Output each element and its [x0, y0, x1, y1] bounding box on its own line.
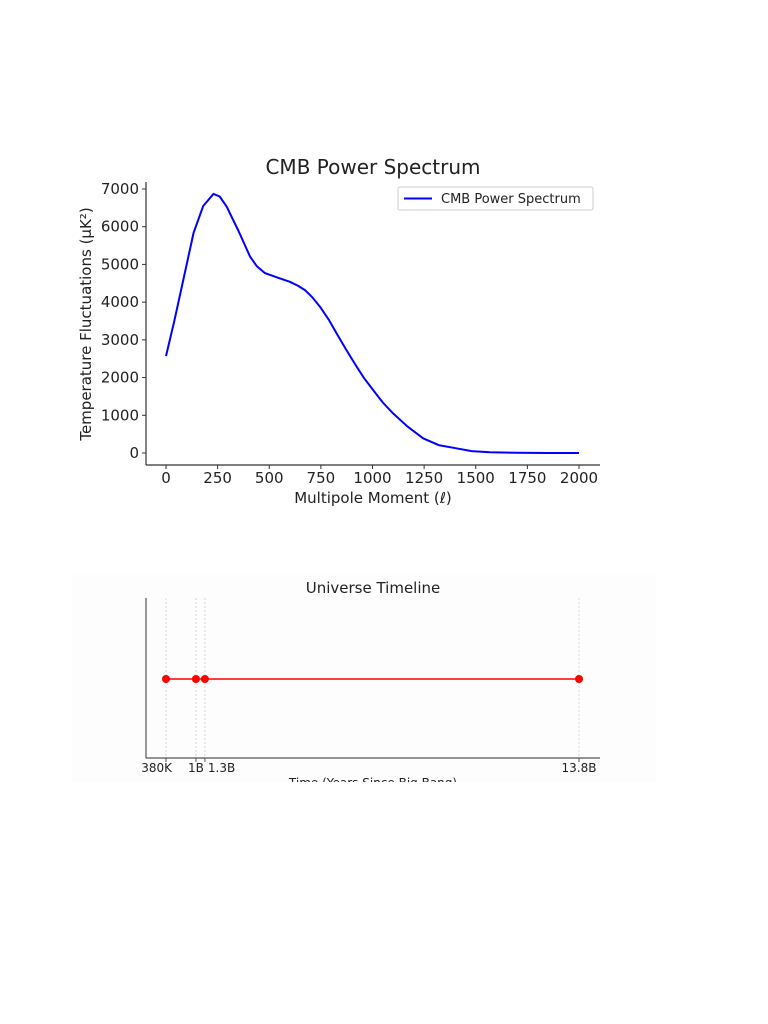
y-tick-label: 3000	[101, 331, 139, 349]
chart-title: Universe Timeline	[306, 579, 441, 597]
x-tick-label: 500	[255, 469, 284, 487]
series-line-cmb-power-spectrum	[165, 192, 579, 454]
x-tick-label: 380K	[141, 761, 173, 775]
x-axis-label: Time (Years Since Big Bang)	[288, 776, 457, 790]
legend: CMB Power Spectrum	[397, 186, 594, 211]
x-tick-label: 1.3B	[208, 761, 235, 775]
x-tick-label: 13.8B	[562, 761, 597, 775]
x-axis-label: Multipole Moment (ℓ)	[294, 489, 452, 507]
x-tick-label: 0	[161, 469, 171, 487]
data-point	[575, 675, 583, 683]
y-tick-label: 5000	[101, 255, 139, 273]
legend-label: CMB Power Spectrum	[441, 192, 581, 207]
x-tick-label: 1750	[508, 469, 546, 487]
x-tick-label: 1250	[405, 469, 443, 487]
x-tick-label: 750	[307, 469, 336, 487]
y-tick-label: 7000	[101, 180, 139, 198]
data-point	[162, 675, 171, 683]
cmb-power-spectrum-chart: CMB Power Spectrum 0 250 500 750 1000 1250 150…	[77, 155, 600, 507]
x-tick-label: 1000	[353, 469, 391, 487]
y-tick-label: 2000	[101, 369, 139, 387]
x-tick-label: 250	[203, 469, 232, 487]
x-tick-label: 1500	[457, 469, 495, 487]
data-point	[191, 675, 200, 683]
data-point	[200, 675, 209, 683]
y-tick-label: 0	[129, 444, 139, 462]
y-axis-label: Temperature Fluctuations (μK²)	[77, 207, 95, 441]
y-tick-label: 4000	[101, 293, 139, 311]
y-tick-label: 6000	[101, 218, 139, 236]
chart-title: CMB Power Spectrum	[265, 155, 480, 179]
universe-timeline-chart: Universe Timeline 380K 1B 1.3B 13.8B Time (…	[72, 575, 656, 790]
y-tick-label: 1000	[101, 406, 139, 424]
x-tick-label: 2000	[560, 469, 598, 487]
x-tick-label: 1B	[188, 761, 204, 775]
